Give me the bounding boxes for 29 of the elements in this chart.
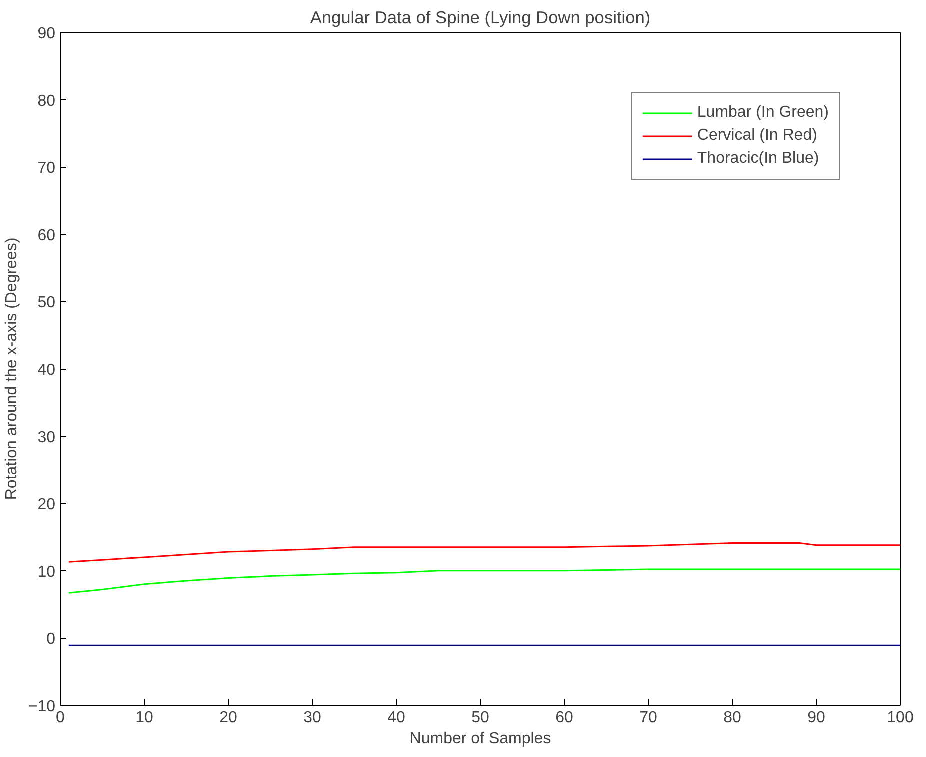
y-tick-label: 60 xyxy=(38,227,56,244)
x-tick-label: 70 xyxy=(640,710,658,726)
x-tick-label: 20 xyxy=(220,710,238,726)
line-series xyxy=(68,568,900,594)
x-tick-label: 50 xyxy=(472,710,490,726)
x-axis-title: Number of Samples xyxy=(410,730,552,748)
y-tick-label: 10 xyxy=(38,564,56,581)
x-tick-label: 90 xyxy=(808,710,826,726)
chart-title: Angular Data of Spine (Lying Down position) xyxy=(310,8,651,28)
x-tick-label: 10 xyxy=(136,710,154,726)
y-tick-label: 70 xyxy=(38,160,56,178)
y-axis-title: Rotation around the x-axis (Degrees) xyxy=(3,238,20,500)
y-tick-label: 20 xyxy=(38,496,56,514)
x-tick-label: 80 xyxy=(724,710,742,726)
legend-label: Cervical (In Red) xyxy=(697,127,818,145)
legend-label: Thoracic(In Blue) xyxy=(697,150,820,168)
x-tick-label: 30 xyxy=(304,710,322,726)
y-tick-label: 50 xyxy=(38,294,56,312)
x-tick-label: 100 xyxy=(887,710,914,726)
line-series xyxy=(68,542,900,563)
y-tick-label: 80 xyxy=(38,92,56,110)
y-tick-label: −10 xyxy=(28,698,56,716)
y-tick-label: 30 xyxy=(38,429,56,446)
x-tick-label: 60 xyxy=(556,710,574,726)
y-tick-label: 0 xyxy=(46,631,56,648)
y-tick-label: 90 xyxy=(38,26,56,42)
y-tick-label: 40 xyxy=(38,362,56,379)
legend-label: Lumbar (In Green) xyxy=(697,104,829,122)
x-tick-label: 40 xyxy=(388,710,406,726)
